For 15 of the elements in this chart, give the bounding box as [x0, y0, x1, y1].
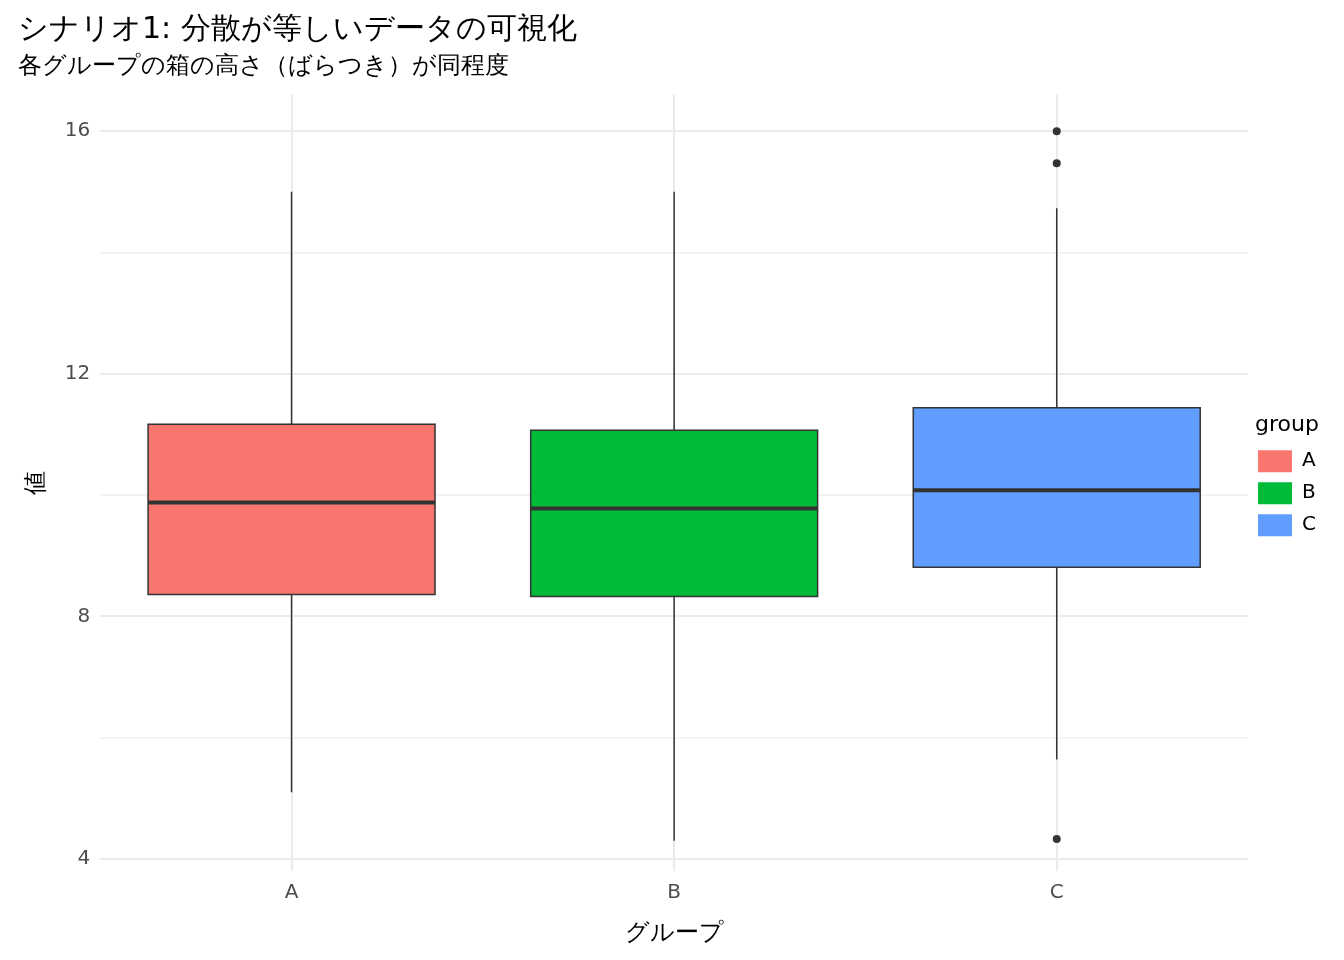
y-tick-label: 16 — [64, 117, 91, 142]
legend-label: C — [1302, 511, 1316, 536]
y-tick-label: 8 — [77, 602, 91, 627]
y-tick-label: 12 — [64, 360, 91, 385]
x-tick-label: B — [667, 879, 682, 904]
chart-subtitle: 各グループの箱の高さ（ばらつき）が同程度 — [18, 50, 509, 79]
x-axis-title: グループ — [624, 917, 724, 946]
legend-label: B — [1302, 479, 1316, 504]
legend-title: group — [1255, 410, 1319, 436]
y-tick-label: 4 — [77, 845, 91, 870]
legend-label: A — [1302, 447, 1317, 472]
x-tick-label: C — [1049, 879, 1064, 904]
y-axis-title: 値 — [20, 471, 49, 495]
chart-title: シナリオ1: 分散が等しいデータの可視化 — [18, 9, 577, 45]
x-tick-label: A — [284, 879, 299, 904]
